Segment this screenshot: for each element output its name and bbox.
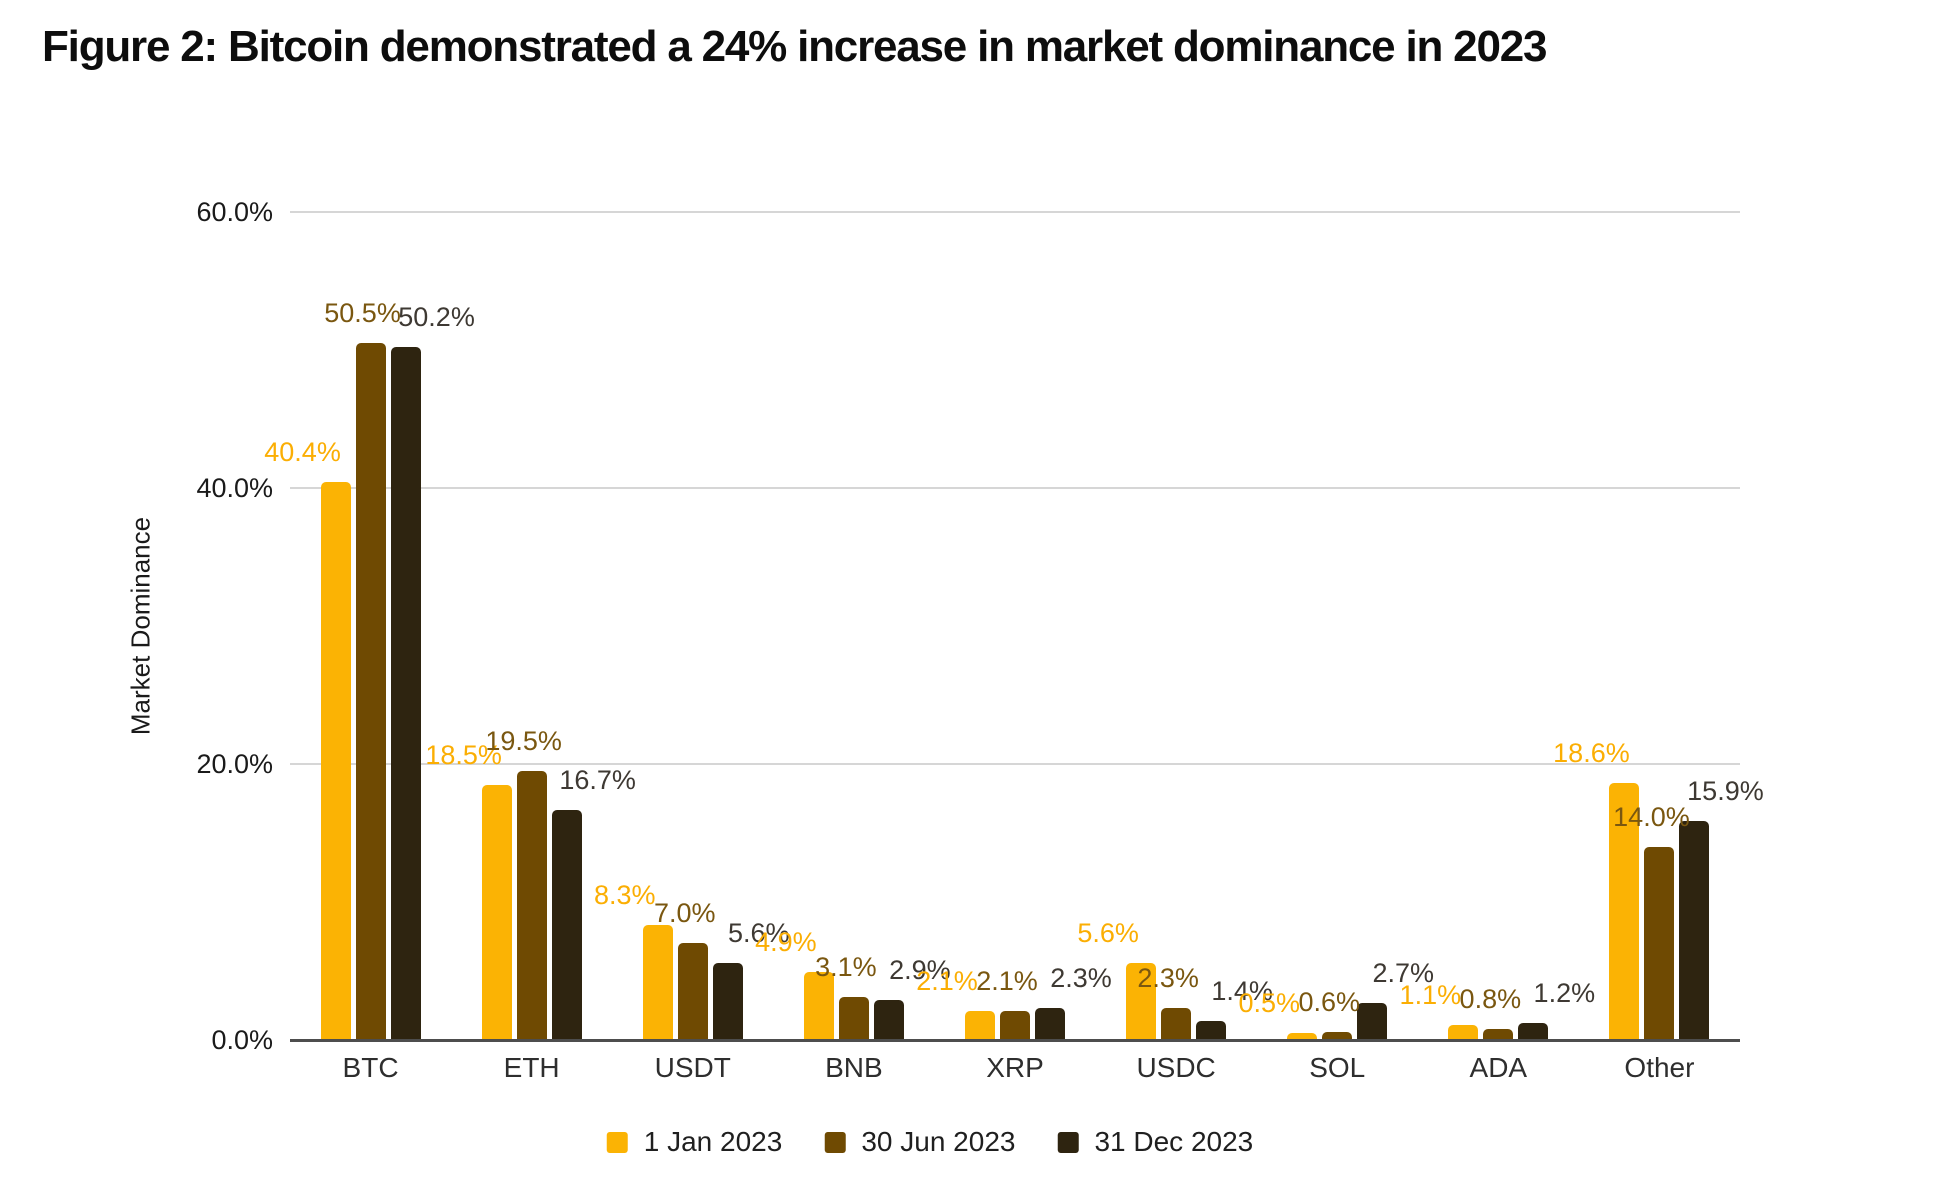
y-axis-tick-label: 40.0% (196, 473, 273, 503)
x-axis-label: ADA (1469, 1052, 1528, 1083)
legend-swatch (824, 1131, 846, 1153)
bar (481, 784, 512, 1040)
legend: 1 Jan 2023 30 Jun 2023 31 Dec 2023 (606, 1126, 1253, 1158)
bar-value-label: 2.7% (1372, 957, 1434, 988)
bar (803, 972, 834, 1040)
bar-value-label: 2.3% (1137, 963, 1199, 994)
bar (1644, 846, 1675, 1040)
bar (1161, 1008, 1192, 1040)
gridline (290, 487, 1740, 489)
bar-value-label: 8.3% (593, 880, 656, 911)
legend-item: 30 Jun 2023 (824, 1126, 1015, 1158)
x-axis-label: USDC (1136, 1052, 1216, 1083)
bar-value-label: 3.1% (815, 952, 877, 983)
bar (551, 809, 582, 1040)
bar (516, 770, 547, 1040)
bar-value-label: 7.0% (653, 898, 716, 929)
legend-item: 1 Jan 2023 (606, 1126, 783, 1158)
gridline (290, 763, 1740, 765)
bar-value-label: 0.6% (1298, 986, 1360, 1017)
bar-value-label: 19.5% (485, 725, 562, 756)
bar (1126, 962, 1157, 1040)
bar-value-label: 18.5% (425, 739, 502, 770)
bar (1035, 1008, 1065, 1040)
bar-value-label: 1.1% (1399, 979, 1462, 1010)
bar (1483, 1028, 1514, 1040)
bar (677, 943, 708, 1040)
x-axis-label: BTC (342, 1052, 399, 1083)
bar (1518, 1023, 1549, 1040)
bar (1679, 820, 1710, 1040)
bar-value-label: 4.9% (755, 927, 817, 958)
x-axis-label: BNB (825, 1052, 883, 1083)
bar-value-label: 1.4% (1211, 975, 1273, 1006)
legend-label: 1 Jan 2023 (643, 1126, 783, 1157)
legend-item: 31 Dec 2023 (1057, 1126, 1253, 1158)
bar (320, 482, 351, 1040)
bar-value-label: 40.4% (264, 437, 341, 468)
bar-value-label: 1.2% (1533, 978, 1596, 1009)
x-axis-label: ETH (503, 1052, 560, 1083)
bar (1322, 1031, 1353, 1040)
figure-title: Figure 2: Bitcoin demonstrated a 24% inc… (42, 22, 1547, 71)
bar (1000, 1011, 1030, 1040)
bar (1448, 1024, 1479, 1040)
gridline (290, 211, 1740, 213)
bar (712, 962, 743, 1040)
bar-value-label: 5.6% (727, 917, 790, 948)
bar (1196, 1020, 1227, 1040)
bar-value-label: 0.8% (1459, 983, 1522, 1014)
bar (873, 999, 904, 1040)
bar-value-label: 16.7% (559, 764, 636, 795)
y-axis-tick-label: 60.0% (196, 197, 273, 227)
x-axis-label: USDT (654, 1052, 731, 1083)
bar (1609, 783, 1640, 1040)
x-axis-line (290, 1039, 1740, 1042)
bar (355, 343, 386, 1040)
bar-value-label: 0.5% (1238, 988, 1300, 1019)
legend-label: 30 Jun 2023 (861, 1126, 1016, 1157)
bar (390, 347, 421, 1040)
bar-value-label: 5.6% (1077, 917, 1139, 948)
bar-value-label: 2.9% (889, 954, 951, 985)
y-axis-tick-label: 0.0% (211, 1025, 273, 1055)
bar-value-label: 2.1% (916, 966, 978, 997)
bar (642, 925, 673, 1040)
x-axis-label: SOL (1309, 1052, 1366, 1083)
legend-swatch (1057, 1131, 1079, 1153)
bar-value-label: 14.0% (1613, 801, 1690, 832)
bar-value-label: 15.9% (1687, 775, 1764, 806)
bar (1287, 1033, 1318, 1040)
bar-value-label: 18.6% (1553, 738, 1630, 769)
legend-swatch (606, 1131, 628, 1153)
bar-value-label: 2.3% (1050, 963, 1112, 994)
bar-value-label: 50.5% (324, 298, 401, 329)
bar-value-label: 2.1% (976, 966, 1038, 997)
y-axis-title: Market Dominance (125, 516, 156, 736)
legend-label: 31 Dec 2023 (1094, 1126, 1254, 1157)
x-axis-label: XRP (986, 1052, 1044, 1083)
bar (965, 1011, 995, 1040)
bar-value-label: 50.2% (398, 302, 475, 333)
bar (838, 997, 869, 1040)
y-axis-tick-label: 20.0% (196, 749, 273, 779)
bar (1357, 1002, 1388, 1040)
x-axis-label: Other (1624, 1052, 1695, 1083)
